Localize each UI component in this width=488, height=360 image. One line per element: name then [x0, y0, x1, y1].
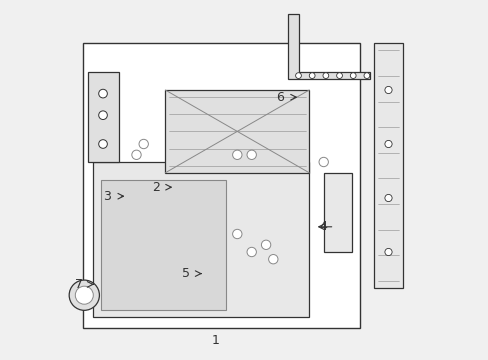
Circle shape — [384, 248, 391, 256]
Polygon shape — [88, 72, 118, 162]
Circle shape — [99, 111, 107, 120]
Text: 2: 2 — [152, 181, 160, 194]
Circle shape — [384, 86, 391, 94]
Circle shape — [132, 150, 141, 159]
Text: 7: 7 — [74, 278, 82, 291]
Circle shape — [322, 73, 328, 78]
Circle shape — [295, 73, 301, 78]
Text: 4: 4 — [319, 220, 326, 233]
Circle shape — [99, 89, 107, 98]
Circle shape — [99, 140, 107, 148]
Circle shape — [363, 73, 369, 78]
Circle shape — [349, 73, 355, 78]
Polygon shape — [82, 43, 359, 328]
Text: 6: 6 — [276, 91, 284, 104]
Circle shape — [268, 255, 277, 264]
Circle shape — [139, 139, 148, 149]
Circle shape — [384, 140, 391, 148]
Circle shape — [75, 286, 93, 304]
Circle shape — [246, 150, 256, 159]
Circle shape — [69, 280, 99, 310]
Circle shape — [246, 247, 256, 257]
Circle shape — [232, 229, 242, 239]
Polygon shape — [165, 90, 309, 173]
Circle shape — [336, 73, 342, 78]
Circle shape — [318, 157, 328, 167]
Polygon shape — [323, 173, 352, 252]
Circle shape — [261, 240, 270, 249]
Polygon shape — [101, 180, 226, 310]
Polygon shape — [373, 43, 402, 288]
Text: 3: 3 — [103, 190, 111, 203]
Text: 5: 5 — [182, 267, 190, 280]
Polygon shape — [93, 162, 309, 317]
Circle shape — [232, 150, 242, 159]
Polygon shape — [287, 14, 370, 79]
Text: 1: 1 — [211, 334, 219, 347]
Circle shape — [384, 194, 391, 202]
Circle shape — [309, 73, 314, 78]
